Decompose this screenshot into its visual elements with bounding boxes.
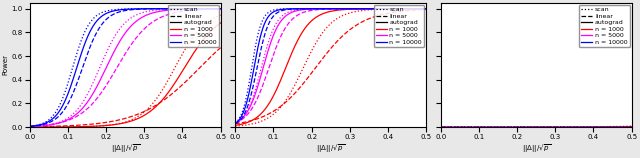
Y-axis label: Power: Power bbox=[3, 54, 9, 75]
Legend: scan, linear, autograd, n = 1000, n = 5000, n = 10000: scan, linear, autograd, n = 1000, n = 50… bbox=[579, 5, 630, 47]
Legend: scan, linear, autograd, n = 1000, n = 5000, n = 10000: scan, linear, autograd, n = 1000, n = 50… bbox=[374, 5, 424, 47]
X-axis label: $||\Delta|| / \sqrt{p}$: $||\Delta|| / \sqrt{p}$ bbox=[522, 143, 551, 155]
X-axis label: $||\Delta|| / \sqrt{p}$: $||\Delta|| / \sqrt{p}$ bbox=[316, 143, 346, 155]
X-axis label: $||\Delta|| / \sqrt{p}$: $||\Delta|| / \sqrt{p}$ bbox=[111, 143, 140, 155]
Legend: scan, linear, autograd, n = 1000, n = 5000, n = 10000: scan, linear, autograd, n = 1000, n = 50… bbox=[168, 5, 219, 47]
